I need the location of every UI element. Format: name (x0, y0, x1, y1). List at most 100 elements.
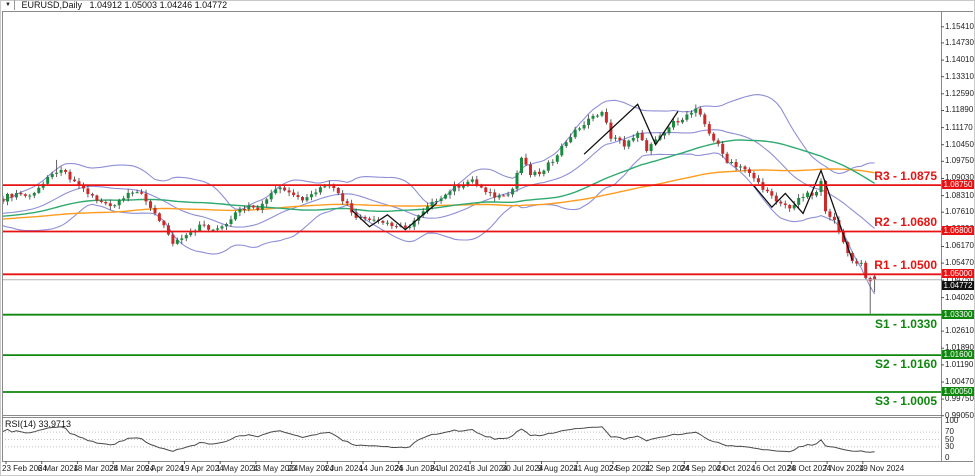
bear-candle (341, 193, 345, 202)
bull-candle (6, 194, 9, 202)
bear-candle (824, 180, 827, 212)
bull-candle (667, 127, 671, 134)
bear-candle (622, 140, 626, 147)
bear-candle (256, 207, 260, 210)
bull-candle (806, 192, 810, 198)
bull-candle (233, 212, 237, 220)
bull-candle (408, 226, 412, 228)
date-axis-label: 9 Aug 2024 (537, 464, 578, 473)
price-axis-tick: 1.05470 (945, 258, 974, 268)
bear-candle (296, 195, 300, 197)
main-pane[interactable] (2, 94, 942, 393)
date-axis-label: 19 Nov 2024 (858, 464, 905, 473)
level-label-s1[interactable]: S1 - 1.0330 (874, 316, 937, 331)
bull-candle (318, 187, 322, 193)
bull-candle (220, 226, 224, 229)
rsi-scale-label: 70 (945, 427, 954, 437)
bull-candle (260, 203, 264, 210)
bull-candle (560, 146, 564, 156)
bull-candle (274, 189, 278, 194)
bull-candle (305, 197, 309, 201)
bull-candle (685, 114, 689, 120)
trendline-annotation-2[interactable] (583, 103, 679, 155)
bull-candle (448, 191, 452, 195)
bear-candle (73, 179, 76, 182)
level-price-badge-r2: 1.06800 (942, 226, 974, 236)
level-label-r3[interactable]: R3 - 1.0875 (874, 169, 937, 184)
bear-candle (363, 217, 367, 219)
bear-candle (788, 205, 792, 209)
bull-candle (569, 137, 573, 143)
bear-candle (645, 140, 649, 151)
bear-candle (743, 166, 747, 170)
bear-candle (734, 162, 738, 168)
bear-candle (301, 197, 304, 201)
trendline-annotation-3[interactable] (753, 168, 853, 261)
date-axis-label: 28 Oct 2024 (787, 464, 831, 473)
bollinger-middle-band (2, 129, 875, 229)
bull-candle (385, 222, 389, 224)
bull-candle (28, 195, 32, 197)
price-axis-tick: 0.99050 (945, 410, 974, 420)
price-axis-tick: 1.01890 (945, 343, 974, 353)
bull-candle (122, 198, 126, 201)
bull-candle (815, 192, 818, 196)
price-axis-tick: 1.11170 (945, 122, 973, 132)
bull-candle (189, 232, 193, 236)
bull-candle (511, 188, 515, 195)
rsi-scale-label: 30 (945, 441, 954, 451)
price-axis-tick: 1.14730 (945, 37, 974, 47)
date-axis-label: 28 Mar 2024 (109, 464, 155, 473)
bull-candle (14, 193, 18, 198)
price-axis-tick: 1.08310 (945, 190, 974, 200)
date-axis-label: 18 Mar 2024 (73, 464, 119, 473)
bear-candle (390, 222, 394, 227)
bull-candle (211, 229, 215, 231)
bull-candle (596, 115, 599, 117)
bear-candle (23, 194, 27, 196)
bull-candle (649, 144, 653, 151)
bear-candle (149, 201, 152, 208)
symbol-marker-icon[interactable]: ▼ (2, 0, 15, 10)
bull-candle (663, 133, 667, 136)
bear-candle (140, 192, 144, 194)
bear-candle (475, 179, 479, 185)
bull-candle (555, 155, 559, 162)
bear-candle (873, 276, 877, 280)
date-axis-label: 24 Sep 2024 (680, 464, 726, 473)
bull-candle (520, 157, 523, 173)
bull-candle (265, 199, 269, 204)
bull-candle (680, 119, 684, 123)
bull-candle (46, 177, 50, 184)
bull-candle (216, 228, 220, 230)
date-axis-label: 6 Mar 2024 (37, 464, 79, 473)
bull-candle (229, 219, 233, 224)
bear-candle (721, 143, 725, 154)
bear-candle (698, 108, 702, 115)
level-label-r2[interactable]: R2 - 1.0680 (874, 215, 937, 230)
bull-candle (631, 137, 635, 141)
bear-candle (381, 220, 385, 223)
rsi-scale-label: 100 (945, 416, 959, 425)
bull-candle (730, 162, 734, 163)
bull-candle (444, 194, 447, 199)
date-axis-label: 7 Nov 2024 (823, 464, 865, 473)
bear-candle (850, 253, 854, 262)
trendline-annotation-1[interactable] (351, 202, 438, 231)
bear-candle (609, 122, 613, 139)
bull-candle (582, 125, 586, 129)
level-label-s3[interactable]: S3 - 1.0005 (874, 393, 937, 408)
bear-candle (707, 124, 711, 134)
bull-candle (515, 173, 519, 189)
bear-candle (779, 201, 783, 204)
level-label-s2[interactable]: S2 - 1.0160 (874, 357, 937, 372)
bull-candle (470, 179, 474, 182)
bull-candle (269, 193, 273, 200)
sma-fast-line (2, 139, 875, 217)
bull-candle (819, 180, 823, 192)
rsi-pane[interactable] (2, 426, 941, 453)
bear-candle (774, 195, 778, 202)
level-label-r1[interactable]: R1 - 1.0500 (874, 258, 937, 273)
